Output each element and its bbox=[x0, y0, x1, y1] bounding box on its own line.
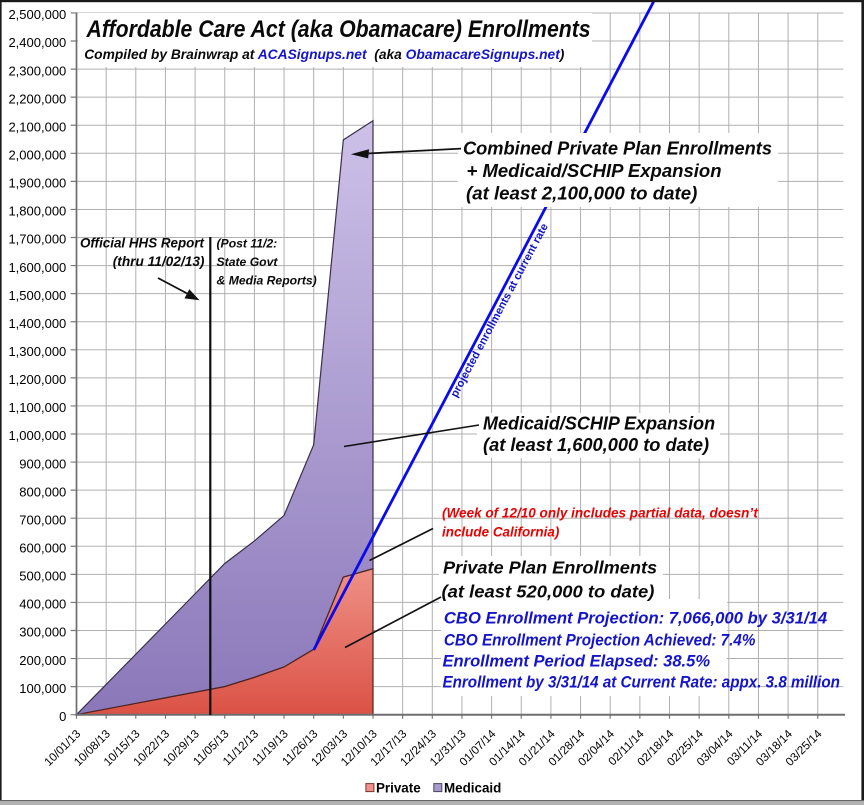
svg-text:0: 0 bbox=[59, 709, 66, 724]
svg-text:800,000: 800,000 bbox=[19, 484, 66, 499]
svg-text:Private: Private bbox=[376, 781, 421, 796]
svg-text:1,400,000: 1,400,000 bbox=[8, 316, 66, 331]
svg-text:Affordable Care Act (aka Obama: Affordable Care Act (aka Obamacare) Enro… bbox=[86, 15, 591, 43]
svg-text:200,000: 200,000 bbox=[19, 653, 66, 668]
svg-text:Enrollment by 3/31/14 at Curre: Enrollment by 3/31/14 at Current Rate: a… bbox=[443, 673, 841, 692]
svg-text:1,800,000: 1,800,000 bbox=[8, 204, 66, 219]
svg-text:& Media Reports): & Media Reports) bbox=[217, 273, 317, 287]
svg-text:2,200,000: 2,200,000 bbox=[8, 91, 66, 106]
svg-text:700,000: 700,000 bbox=[19, 512, 66, 527]
svg-text:(at least 2,100,000 to date): (at least 2,100,000 to date) bbox=[466, 183, 697, 204]
svg-text:1,100,000: 1,100,000 bbox=[8, 400, 66, 415]
svg-text:CBO Enrollment Projection: 7,0: CBO Enrollment Projection: 7,066,000 by … bbox=[444, 608, 828, 627]
svg-text:1,200,000: 1,200,000 bbox=[8, 372, 66, 387]
svg-text:(Week of 12/10 only includes p: (Week of 12/10 only includes partial dat… bbox=[442, 505, 758, 520]
svg-text:2,100,000: 2,100,000 bbox=[8, 119, 66, 134]
svg-text:1,900,000: 1,900,000 bbox=[8, 176, 66, 191]
svg-text:500,000: 500,000 bbox=[19, 569, 66, 584]
svg-text:1,700,000: 1,700,000 bbox=[8, 232, 66, 247]
svg-text:Enrollment Period Elapsed: 38.: Enrollment Period Elapsed: 38.5% bbox=[443, 651, 711, 670]
svg-text:2,400,000: 2,400,000 bbox=[8, 35, 66, 50]
svg-text:100,000: 100,000 bbox=[19, 681, 66, 696]
svg-text:900,000: 900,000 bbox=[19, 456, 66, 471]
svg-text:600,000: 600,000 bbox=[19, 540, 66, 555]
svg-text:(at least 520,000 to date): (at least 520,000 to date) bbox=[442, 581, 655, 601]
svg-text:(at least 1,600,000 to date): (at least 1,600,000 to date) bbox=[483, 434, 709, 455]
svg-text:1,500,000: 1,500,000 bbox=[8, 288, 66, 303]
svg-text:(thru 11/02/13): (thru 11/02/13) bbox=[113, 254, 205, 269]
svg-text:(Post 11/2:: (Post 11/2: bbox=[217, 236, 278, 250]
svg-text:2,500,000: 2,500,000 bbox=[8, 7, 66, 22]
svg-text:State Govt: State Govt bbox=[217, 255, 279, 269]
svg-text:400,000: 400,000 bbox=[19, 597, 66, 612]
svg-text:Compiled by Brainwrap at ACASi: Compiled by Brainwrap at ACASignups.net … bbox=[84, 47, 565, 62]
svg-text:1,300,000: 1,300,000 bbox=[8, 344, 66, 359]
svg-text:Medicaid: Medicaid bbox=[444, 781, 501, 796]
svg-text:include California): include California) bbox=[442, 524, 560, 539]
svg-text:300,000: 300,000 bbox=[19, 625, 66, 640]
svg-text:2,300,000: 2,300,000 bbox=[8, 63, 66, 78]
svg-text:1,600,000: 1,600,000 bbox=[8, 260, 66, 275]
svg-text:Combined Private Plan Enrollme: Combined Private Plan Enrollments bbox=[463, 137, 772, 158]
svg-text:1,000,000: 1,000,000 bbox=[8, 428, 66, 443]
svg-text:CBO Enrollment Projection Achi: CBO Enrollment Projection Achieved: 7.4% bbox=[444, 631, 755, 650]
svg-text:Medicaid/SCHIP Expansion: Medicaid/SCHIP Expansion bbox=[483, 412, 715, 433]
svg-text:Official HHS Report: Official HHS Report bbox=[80, 235, 205, 250]
svg-text:Private Plan Enrollments: Private Plan Enrollments bbox=[443, 558, 657, 578]
svg-text:+ Medicaid/SCHIP Expansion: + Medicaid/SCHIP Expansion bbox=[467, 160, 722, 181]
svg-text:2,000,000: 2,000,000 bbox=[8, 148, 66, 163]
